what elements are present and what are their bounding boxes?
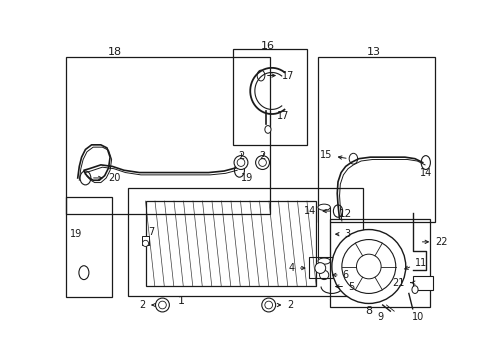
Ellipse shape	[317, 258, 329, 264]
Ellipse shape	[411, 286, 417, 293]
Text: 9: 9	[377, 311, 383, 321]
Ellipse shape	[317, 204, 329, 210]
Text: 8: 8	[365, 306, 371, 316]
Text: 7: 7	[147, 227, 154, 237]
Bar	[66, 197, 112, 297]
Circle shape	[155, 298, 169, 312]
Circle shape	[331, 230, 405, 303]
Text: 4: 4	[288, 263, 304, 273]
Ellipse shape	[264, 126, 270, 133]
Text: 19: 19	[241, 173, 253, 183]
Circle shape	[356, 254, 380, 279]
Text: 10: 10	[411, 311, 424, 321]
Circle shape	[158, 301, 166, 309]
Text: 16: 16	[261, 41, 274, 50]
Circle shape	[255, 156, 269, 170]
Circle shape	[341, 239, 395, 293]
Circle shape	[234, 156, 247, 170]
Circle shape	[142, 240, 148, 247]
Bar	[308, 257, 354, 278]
Bar	[127, 188, 362, 296]
Text: 14: 14	[304, 206, 330, 216]
Text: 5: 5	[335, 282, 353, 292]
Text: 17: 17	[277, 111, 289, 121]
Ellipse shape	[234, 163, 244, 177]
Text: 17: 17	[267, 71, 294, 81]
Ellipse shape	[319, 270, 328, 280]
Text: 12: 12	[338, 209, 352, 219]
Text: 11: 11	[404, 258, 427, 269]
Circle shape	[237, 159, 244, 166]
Text: 22: 22	[422, 237, 447, 247]
Text: 2: 2	[237, 152, 244, 161]
Text: 2: 2	[139, 300, 155, 310]
Text: 18: 18	[107, 47, 122, 57]
Bar	[413, 276, 432, 289]
Text: 20: 20	[93, 173, 121, 183]
Ellipse shape	[314, 263, 325, 274]
Ellipse shape	[332, 263, 343, 274]
Ellipse shape	[348, 153, 357, 164]
Circle shape	[258, 159, 266, 166]
Bar	[145, 201, 316, 286]
Text: 14: 14	[419, 167, 431, 177]
Bar	[142, 236, 149, 245]
Ellipse shape	[79, 266, 89, 280]
Bar	[233, 49, 306, 145]
Text: 6: 6	[332, 270, 348, 280]
Text: 19: 19	[70, 229, 82, 239]
Bar	[317, 207, 329, 261]
Circle shape	[264, 301, 272, 309]
Text: 1: 1	[178, 296, 185, 306]
Text: 21: 21	[392, 278, 414, 288]
Bar	[317, 57, 434, 222]
Circle shape	[261, 298, 275, 312]
Text: 13: 13	[366, 47, 381, 57]
Ellipse shape	[80, 171, 91, 185]
Text: 15: 15	[319, 150, 346, 160]
Text: 2: 2	[277, 300, 293, 310]
Ellipse shape	[333, 205, 342, 217]
Text: 3: 3	[335, 229, 349, 239]
Ellipse shape	[257, 70, 264, 81]
Text: 2: 2	[259, 152, 265, 161]
Bar	[329, 219, 429, 306]
Bar	[66, 57, 270, 214]
Ellipse shape	[420, 156, 429, 170]
